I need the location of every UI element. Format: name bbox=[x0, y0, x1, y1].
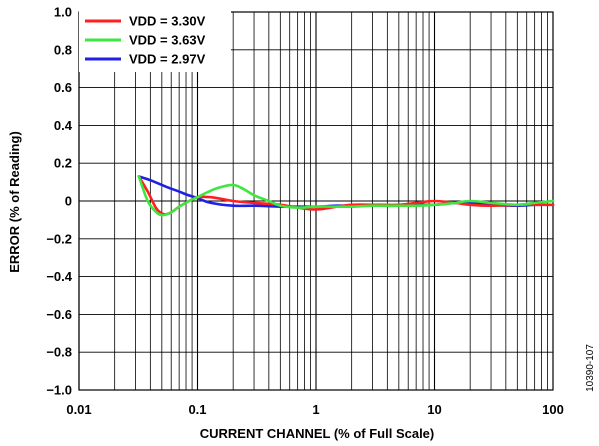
y-tick-label: 0.2 bbox=[54, 156, 72, 171]
y-tick-label: −0.8 bbox=[46, 345, 72, 360]
legend-label: VDD = 3.30V bbox=[129, 14, 206, 29]
series-line-2 bbox=[137, 175, 555, 217]
series-layer bbox=[137, 175, 555, 217]
y-tick-label: −1.0 bbox=[46, 383, 72, 398]
legend-label: VDD = 2.97V bbox=[129, 52, 206, 67]
tick-labels: 1.0 0.8 0.6 0.4 0.2 0 −0.2 −0.4 −0.6 −0.8 −1.0 0.01… bbox=[46, 5, 564, 418]
y-tick-label: −0.4 bbox=[46, 269, 72, 284]
y-tick-label: 0.4 bbox=[54, 118, 73, 133]
y-tick-label: 0.6 bbox=[54, 80, 72, 95]
x-tick-label: 100 bbox=[542, 402, 564, 417]
y-tick-label: −0.6 bbox=[46, 307, 72, 322]
x-tick-label: 0.01 bbox=[66, 402, 91, 417]
figure-id: 10390-107 bbox=[585, 344, 596, 392]
x-tick-label: 10 bbox=[427, 402, 441, 417]
legend-label: VDD = 3.63V bbox=[129, 33, 206, 48]
y-tick-label: 0.8 bbox=[54, 42, 72, 57]
y-axis-title: ERROR (% of Reading) bbox=[7, 131, 22, 273]
x-tick-label: 1 bbox=[312, 402, 319, 417]
x-axis-title: CURRENT CHANNEL (% of Full Scale) bbox=[200, 426, 435, 441]
y-tick-label: 1.0 bbox=[54, 5, 72, 20]
x-tick-label: 0.1 bbox=[188, 402, 206, 417]
legend: VDD = 3.30V VDD = 3.63V VDD = 2.97V bbox=[79, 11, 231, 72]
y-tick-label: 0 bbox=[65, 194, 72, 209]
y-tick-label: −0.2 bbox=[46, 231, 72, 246]
